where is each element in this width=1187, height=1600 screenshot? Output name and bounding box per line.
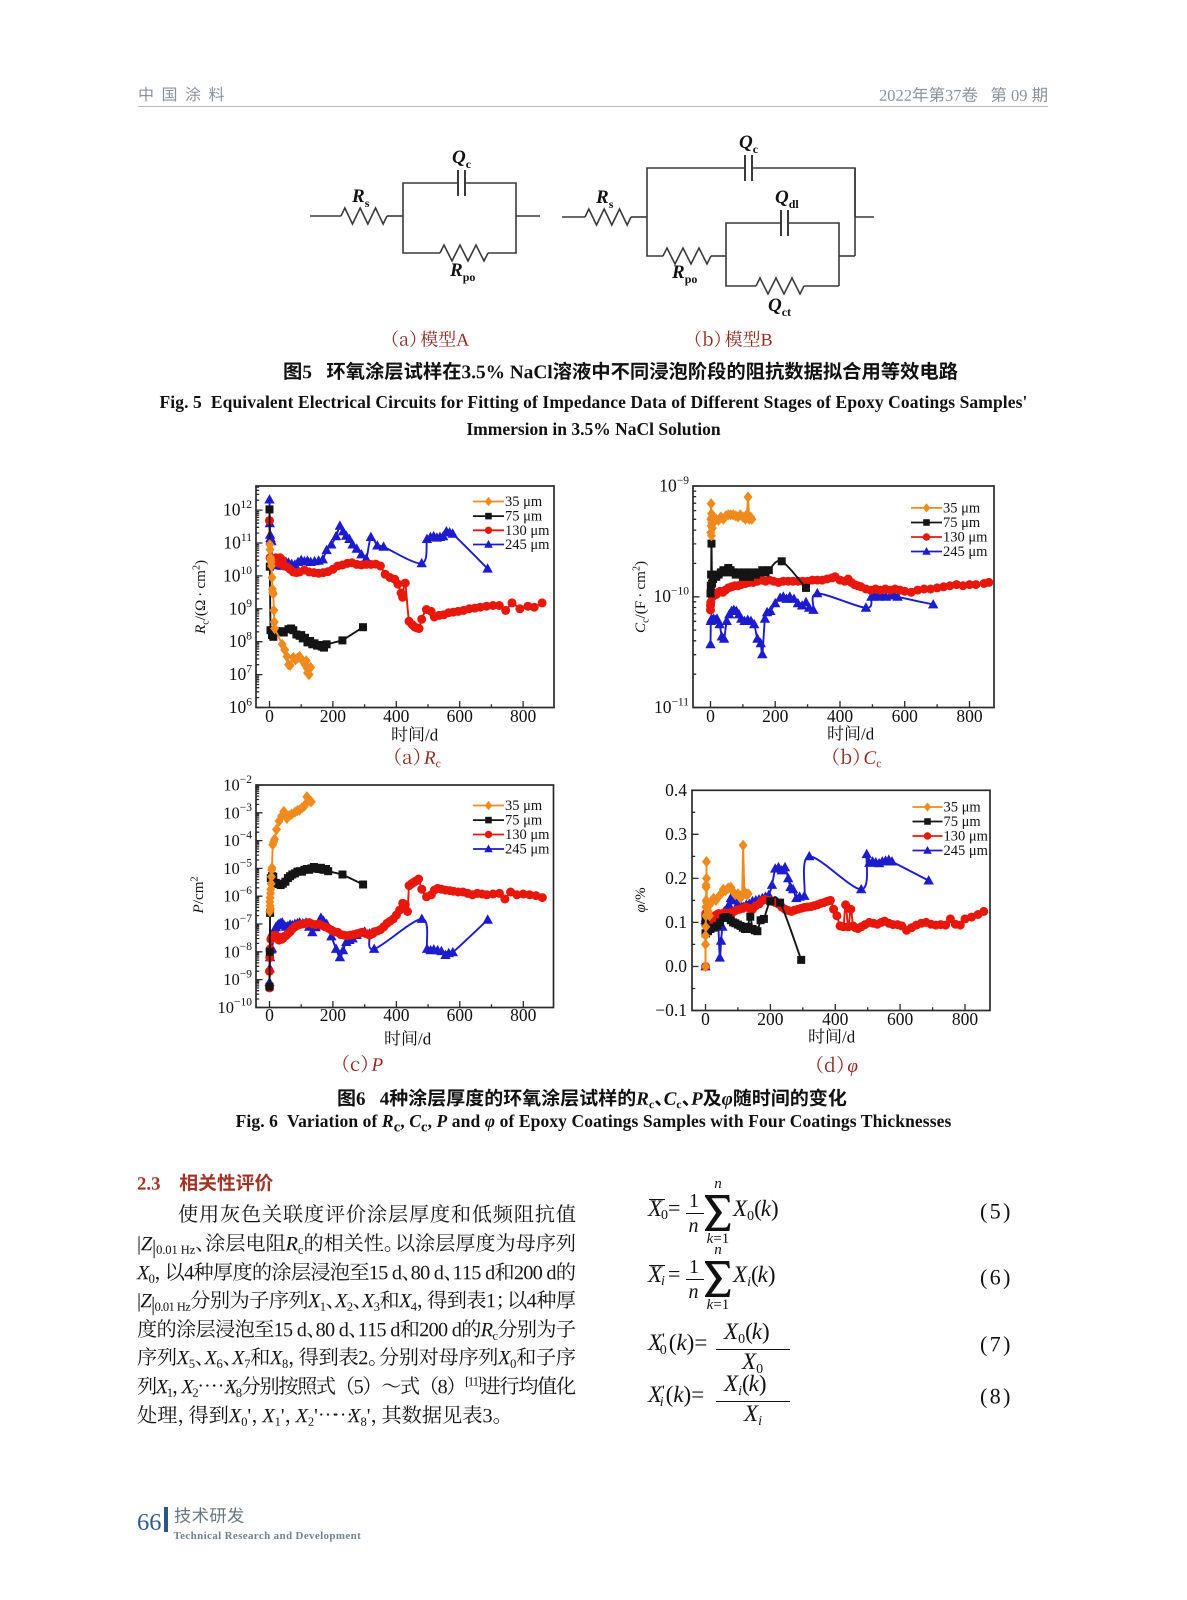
svg-text:10−2: 10−2 — [223, 774, 252, 795]
svg-text:600: 600 — [447, 706, 474, 726]
svg-text:0.2: 0.2 — [665, 868, 687, 888]
svg-text:200: 200 — [320, 1005, 347, 1025]
svg-text:35 μm: 35 μm — [943, 500, 981, 516]
svg-text:800: 800 — [510, 1005, 537, 1025]
svg-text:1010: 1010 — [223, 565, 252, 586]
svg-text:10−10: 10−10 — [218, 996, 253, 1017]
svg-text:0.1: 0.1 — [665, 912, 687, 932]
svg-text:10−6: 10−6 — [223, 885, 252, 906]
svg-text:35 μm: 35 μm — [505, 494, 543, 510]
svg-text:800: 800 — [952, 1009, 979, 1029]
svg-text:400: 400 — [827, 706, 854, 726]
svg-text:Rc/(Ω · cm2): Rc/(Ω · cm2) — [192, 560, 212, 635]
svg-text:35 μm: 35 μm — [505, 798, 543, 814]
svg-text:0: 0 — [706, 706, 715, 726]
svg-text:10−10: 10−10 — [654, 586, 690, 607]
svg-text:245 μm: 245 μm — [943, 544, 988, 560]
svg-text:200: 200 — [320, 706, 347, 726]
svg-text:1012: 1012 — [223, 499, 252, 519]
svg-text:10−9: 10−9 — [223, 969, 252, 990]
svg-text:400: 400 — [822, 1009, 849, 1029]
svg-text:1011: 1011 — [223, 532, 252, 553]
svg-text:600: 600 — [892, 706, 919, 726]
svg-text:0.4: 0.4 — [665, 780, 687, 800]
svg-text:245 μm: 245 μm — [505, 842, 550, 858]
svg-text:245 μm: 245 μm — [944, 843, 989, 859]
svg-text:800: 800 — [956, 706, 983, 726]
svg-text:10−4: 10−4 — [223, 830, 252, 851]
svg-text:130 μm: 130 μm — [944, 829, 989, 845]
svg-text:P/cm2: P/cm2 — [190, 876, 208, 914]
svg-text:800: 800 — [510, 706, 536, 726]
svg-text:75 μm: 75 μm — [505, 509, 543, 525]
svg-text:109: 109 — [229, 598, 253, 619]
svg-text:0.0: 0.0 — [665, 956, 687, 976]
svg-text:245 μm: 245 μm — [505, 537, 550, 553]
svg-text:0: 0 — [701, 1009, 710, 1029]
svg-text:10−5: 10−5 — [223, 857, 252, 878]
svg-text:−0.1: −0.1 — [655, 1000, 687, 1020]
svg-text:10−3: 10−3 — [223, 802, 252, 823]
svg-text:600: 600 — [887, 1009, 914, 1029]
svg-text:10−11: 10−11 — [654, 697, 689, 718]
svg-text:75 μm: 75 μm — [505, 813, 543, 829]
svg-text:0: 0 — [265, 1005, 274, 1025]
svg-text:10−8: 10−8 — [223, 941, 252, 962]
svg-text:0: 0 — [265, 706, 274, 726]
svg-text:10−7: 10−7 — [223, 913, 252, 934]
svg-text:75 μm: 75 μm — [944, 814, 982, 830]
svg-text:0.3: 0.3 — [665, 824, 687, 844]
svg-text:130 μm: 130 μm — [505, 827, 550, 843]
svg-text:200: 200 — [757, 1009, 784, 1029]
svg-text:400: 400 — [383, 706, 410, 726]
svg-text:107: 107 — [229, 664, 253, 685]
svg-text:108: 108 — [229, 631, 253, 652]
svg-text:600: 600 — [447, 1005, 474, 1025]
svg-text:10−9: 10−9 — [659, 475, 689, 496]
svg-text:200: 200 — [762, 706, 789, 726]
svg-text:35 μm: 35 μm — [944, 800, 982, 816]
svg-text:130 μm: 130 μm — [505, 523, 550, 539]
svg-text:Cc/(F · cm2): Cc/(F · cm2) — [632, 561, 652, 633]
svg-text:75 μm: 75 μm — [943, 515, 981, 531]
svg-text:400: 400 — [383, 1005, 410, 1025]
svg-text:106: 106 — [229, 697, 253, 718]
svg-text:130 μm: 130 μm — [943, 530, 988, 546]
svg-text:φ/%: φ/% — [632, 887, 649, 913]
